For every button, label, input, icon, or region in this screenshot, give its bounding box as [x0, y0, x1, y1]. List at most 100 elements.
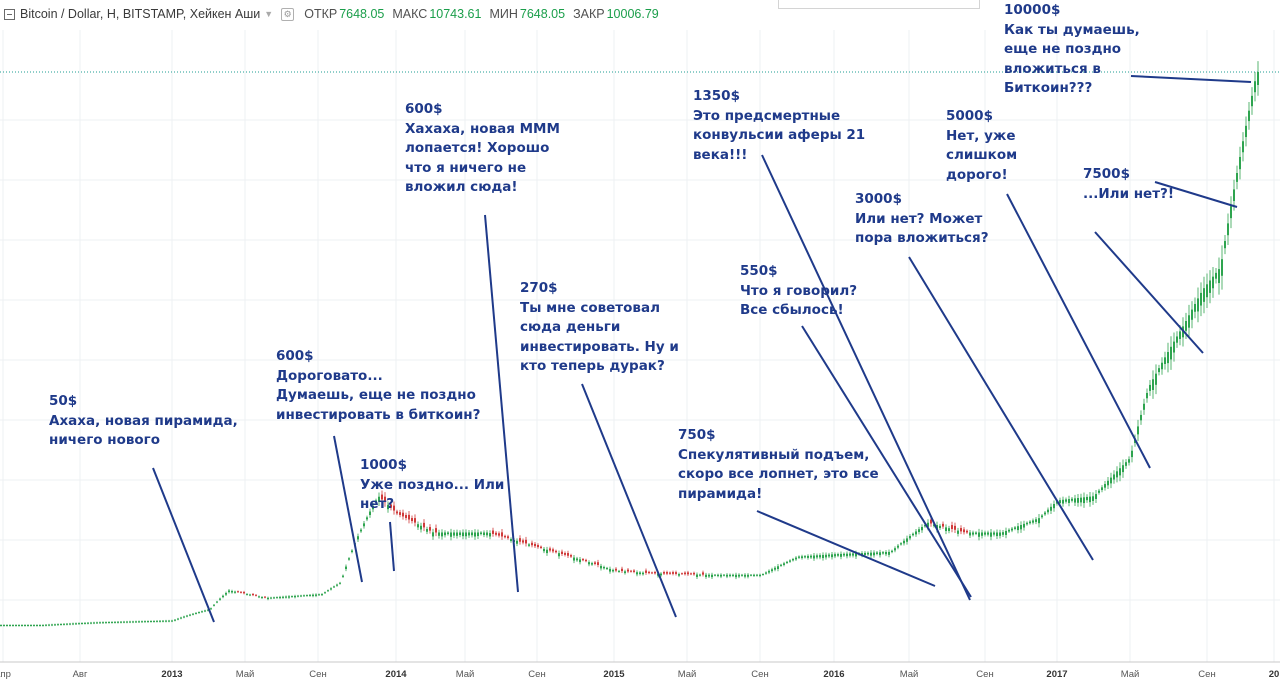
candle-body	[489, 533, 491, 537]
candle-body	[894, 548, 896, 551]
candle-body	[873, 552, 875, 556]
annotation-arrow	[1130, 75, 1252, 83]
low-label: МИН	[489, 7, 518, 21]
candle-body	[255, 594, 257, 596]
candle-body	[525, 539, 527, 544]
annotation-line: нет?	[360, 496, 395, 512]
candle-body	[498, 533, 500, 536]
settings-icon[interactable]: ⚙	[281, 7, 295, 21]
candle-body	[777, 566, 779, 569]
annotation-line: вложиться в	[1004, 60, 1101, 77]
candle-body	[216, 601, 218, 603]
candle-body	[1125, 462, 1127, 466]
annotation-line: 3000$	[855, 191, 902, 207]
low-value: 7648.05	[519, 7, 566, 21]
close-label: ЗАКР	[573, 7, 605, 21]
candle-body	[531, 542, 533, 546]
candle-body	[450, 532, 452, 537]
candle-body	[633, 570, 635, 572]
candle-body	[753, 574, 755, 576]
candle-body	[252, 593, 254, 596]
candle-body	[984, 532, 986, 535]
candle-body	[639, 572, 641, 575]
candle-body	[855, 553, 857, 557]
x-tick-label: 2014	[385, 669, 407, 680]
candle-body	[435, 528, 437, 533]
annotation-arrow	[761, 154, 971, 601]
candle-body	[615, 568, 617, 571]
candle-body	[195, 612, 197, 614]
candle-body	[162, 620, 164, 622]
candle-body	[186, 615, 188, 617]
collapse-icon[interactable]	[4, 8, 15, 20]
candle-body	[1077, 498, 1079, 503]
candle-body	[807, 555, 809, 558]
candle-body	[141, 621, 143, 623]
candle-body	[93, 622, 95, 624]
candle-body	[537, 545, 539, 548]
candle-body	[147, 621, 149, 623]
candle-body	[366, 517, 368, 520]
chevron-down-icon[interactable]: ▼	[264, 9, 274, 19]
candle-body	[693, 572, 695, 575]
annotation-7500: 7500$ ...Или нет?!	[1083, 165, 1174, 204]
symbol-title[interactable]: Bitcoin / Dollar, H, BITSTAMP, Хейкен Аш…	[20, 7, 261, 21]
candle-body	[246, 593, 248, 595]
annotation-line: вложил сюда!	[405, 179, 518, 195]
candle-body	[309, 594, 311, 596]
candle-body	[225, 593, 227, 595]
candle-body	[1227, 223, 1229, 236]
candle-body	[33, 624, 35, 626]
candle-body	[708, 574, 710, 577]
annotation-line: ...Или нет?!	[1083, 185, 1175, 202]
candle-body	[813, 555, 815, 559]
candle-body	[114, 621, 116, 623]
candle-body	[1089, 496, 1091, 503]
candle-body	[816, 555, 818, 558]
x-tick-label: Сен	[528, 669, 545, 680]
candle-body	[1059, 500, 1061, 504]
candle-body	[231, 591, 233, 593]
candle-body	[552, 549, 554, 552]
annotation-line: 10000$	[1004, 2, 1061, 18]
candle-body	[528, 544, 530, 546]
candle-body	[15, 624, 17, 626]
candle-body	[897, 545, 899, 548]
candle-body	[1203, 288, 1205, 302]
annotation-line: скоро все лопнет, это все	[678, 466, 879, 482]
candle-body	[324, 592, 326, 594]
candle-body	[411, 518, 413, 522]
annotation-line: еще не поздно	[1004, 41, 1122, 57]
candle-body	[729, 574, 731, 577]
candle-body	[249, 594, 251, 596]
candle-body	[825, 554, 827, 558]
candle-body	[9, 624, 11, 626]
x-tick-label: апр	[0, 669, 11, 680]
candle-body	[672, 572, 674, 574]
candle-body	[1047, 509, 1049, 513]
candle-body	[165, 620, 167, 622]
candle-body	[1233, 189, 1235, 202]
candle-body	[678, 574, 680, 576]
candle-body	[774, 567, 776, 570]
annotation-line: конвульсии аферы 21	[693, 127, 866, 143]
candle-body	[606, 567, 608, 570]
x-tick-label: Май	[236, 669, 255, 680]
candle-body	[741, 574, 743, 576]
annotation-line: дорого!	[946, 166, 1008, 183]
candle-body	[831, 554, 833, 558]
candle-body	[534, 543, 536, 547]
candle-body	[6, 624, 8, 626]
candle-body	[1110, 477, 1112, 484]
candle-body	[342, 575, 344, 577]
candle-body	[1149, 384, 1151, 391]
annotation-line: инвестировать. Ну и	[520, 338, 679, 355]
candle-body	[516, 540, 518, 544]
chart-grid	[0, 30, 1280, 662]
annotation-line: инвестировать в биткоин?	[276, 406, 481, 423]
x-tick-label: 2017	[1046, 669, 1067, 680]
candle-body	[174, 619, 176, 621]
candle-body	[501, 532, 503, 537]
candle-body	[960, 528, 962, 532]
